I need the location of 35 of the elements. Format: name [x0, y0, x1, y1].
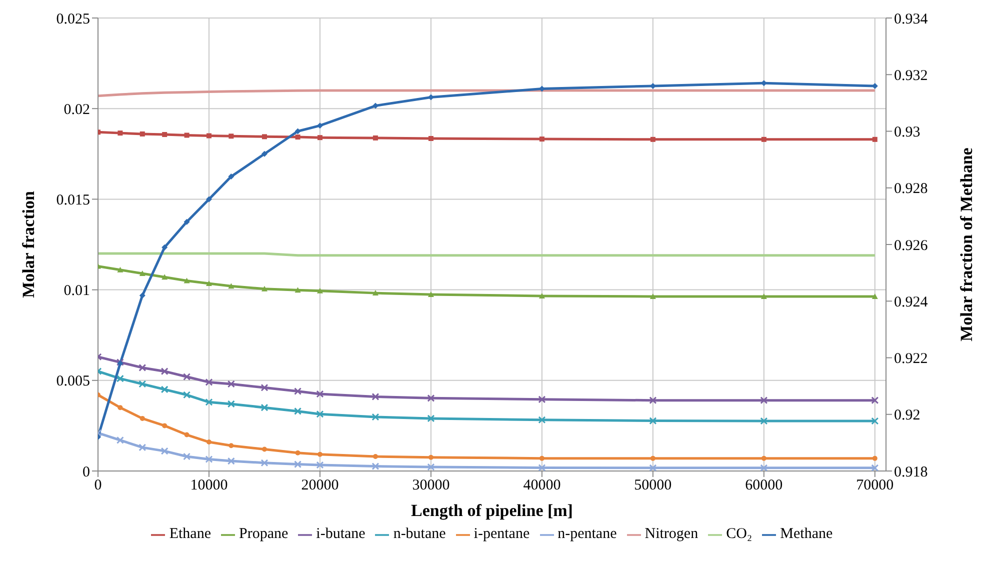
- y2-tick-label: 0.932: [894, 68, 928, 84]
- y2-tick-label: 0.934: [894, 11, 928, 28]
- y-tick-label: 0.01: [64, 283, 90, 300]
- y2-tick-label: 0.922: [894, 351, 928, 368]
- y-axis-title: Molar fraction: [19, 190, 38, 298]
- x-tick-label: 20000: [301, 478, 339, 494]
- y-tick-label: 0.015: [56, 192, 90, 209]
- legend-label: n-butane: [393, 526, 446, 542]
- y2-tick-label: 0.924: [894, 294, 928, 310]
- x-tick-label: 50000: [634, 478, 672, 494]
- legend-label: Ethane: [169, 526, 211, 542]
- legend-label: i-pentane: [474, 526, 530, 542]
- y2-tick-label: 0.918: [894, 464, 928, 480]
- x-axis-title: Length of pipeline [m]: [411, 501, 573, 520]
- y2-tick-label: 0.92: [894, 408, 920, 424]
- y-tick-label: 0: [82, 464, 90, 480]
- x-tick-label: 0: [94, 478, 102, 494]
- legend-label: Nitrogen: [644, 526, 698, 542]
- y-tick-label: 0.005: [56, 374, 90, 390]
- y2-tick-label: 0.928: [894, 181, 928, 198]
- y2-tick-label: 0.93: [894, 124, 920, 141]
- y2-tick-label: 0.926: [894, 238, 928, 254]
- x-tick-label: 70000: [856, 478, 894, 494]
- x-tick-label: 10000: [190, 478, 228, 494]
- y-tick-label: 0.02: [64, 102, 90, 118]
- x-tick-label: 40000: [523, 478, 561, 494]
- y2-axis-title: Molar fraction of Methane: [957, 147, 976, 342]
- y-tick-label: 0.025: [56, 11, 90, 28]
- legend-label: Methane: [780, 526, 833, 542]
- legend-label: n-pentane: [558, 526, 617, 542]
- legend-label: Propane: [239, 526, 288, 542]
- x-tick-label: 30000: [412, 478, 450, 494]
- legend-label: CO₂: [726, 526, 752, 542]
- x-tick-label: 60000: [745, 478, 783, 494]
- legend-label: i-butane: [316, 526, 366, 542]
